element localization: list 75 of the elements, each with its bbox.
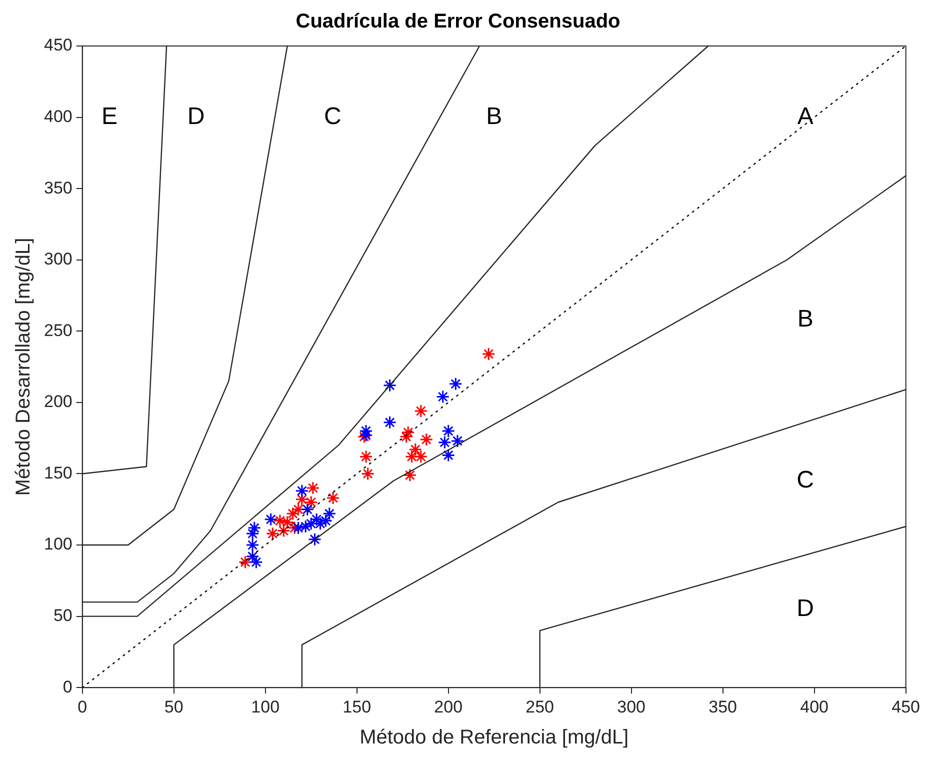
point <box>288 521 302 535</box>
point <box>436 390 450 404</box>
x-tick-label: 150 <box>342 697 372 716</box>
point <box>361 466 375 480</box>
x-tick-label: 0 <box>78 697 88 716</box>
point <box>306 481 320 495</box>
point <box>292 502 306 516</box>
annotation: B <box>797 306 814 333</box>
point <box>326 491 340 505</box>
point <box>322 506 336 520</box>
point <box>246 538 260 552</box>
point <box>304 496 318 509</box>
x-tick-label: 450 <box>892 697 920 716</box>
x-axis-title: Método de Referencia [mg/dL] <box>360 726 629 749</box>
point <box>420 432 434 446</box>
point <box>292 521 306 535</box>
annotation: D <box>796 594 814 622</box>
point <box>295 492 309 506</box>
point <box>401 426 415 440</box>
x-tick-label: 300 <box>617 697 646 716</box>
x-tick-label: 100 <box>251 697 280 716</box>
y-tick-label: 400 <box>44 106 72 126</box>
point <box>266 526 280 540</box>
y-tick-label: 200 <box>44 392 72 412</box>
point <box>286 506 300 520</box>
point <box>280 515 294 529</box>
point <box>300 502 314 516</box>
y-tick-label: 300 <box>44 250 72 269</box>
point <box>264 512 278 526</box>
y-tick-label: 50 <box>53 606 72 625</box>
point <box>414 450 428 464</box>
point <box>438 436 452 450</box>
point <box>450 434 464 448</box>
point <box>448 377 462 391</box>
annotation: B <box>486 102 502 130</box>
y-tick-label: 450 <box>44 36 72 55</box>
x-tick-label: 50 <box>164 697 184 716</box>
y-tick-label: 100 <box>44 534 72 554</box>
annotation: E <box>102 102 118 130</box>
y-tick-label: 250 <box>44 320 72 340</box>
x-tick-label: 400 <box>800 697 829 716</box>
point <box>383 378 397 392</box>
point <box>298 520 312 534</box>
y-axis-title: Método Desarrollado [mg/dL] <box>12 238 35 496</box>
point <box>414 404 428 418</box>
chart-title: Cuadrícula de Error Consensuado <box>296 10 620 33</box>
point <box>403 468 417 482</box>
y-tick-label: 150 <box>44 463 72 482</box>
point <box>304 516 318 530</box>
point <box>408 442 422 456</box>
point <box>295 484 309 498</box>
x-tick-label: 250 <box>526 697 554 716</box>
point <box>383 416 397 430</box>
point <box>273 514 287 528</box>
point <box>276 524 290 538</box>
point <box>482 347 496 361</box>
y-tick-label: 350 <box>44 178 72 198</box>
point <box>400 430 414 444</box>
annotation: D <box>187 102 205 130</box>
point <box>314 516 327 530</box>
point <box>248 521 262 535</box>
point <box>442 424 456 438</box>
point <box>308 532 322 546</box>
annotation: C <box>324 102 342 130</box>
point <box>246 526 260 540</box>
annotation: C <box>796 466 814 494</box>
point <box>404 450 418 464</box>
point <box>442 448 456 462</box>
annotation: A <box>797 102 814 130</box>
y-tick-label: 0 <box>62 677 72 696</box>
x-tick-label: 350 <box>708 697 738 716</box>
point <box>359 450 373 464</box>
point <box>310 512 324 526</box>
point <box>238 555 252 569</box>
x-tick-label: 200 <box>434 697 463 716</box>
